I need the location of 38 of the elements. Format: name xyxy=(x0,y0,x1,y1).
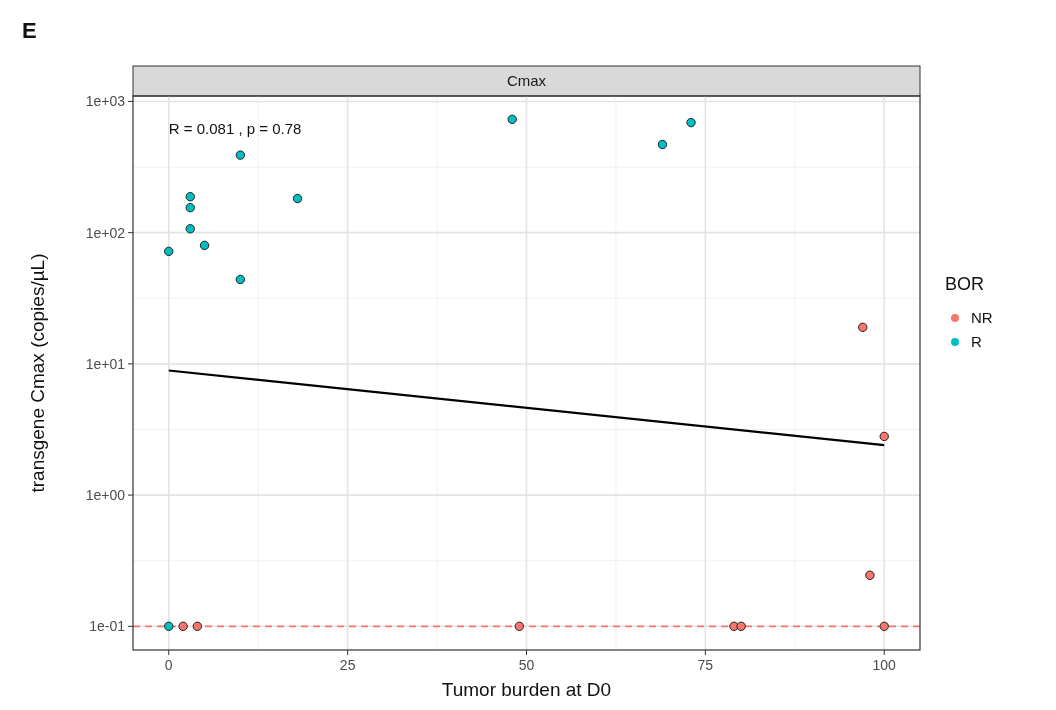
point xyxy=(879,431,889,442)
point xyxy=(164,621,174,632)
point xyxy=(185,224,195,234)
x-tick-label: 0 xyxy=(164,657,173,673)
y-axis-title: transgene Cmax (copies/µL) xyxy=(27,253,48,493)
point xyxy=(879,621,889,632)
point xyxy=(858,322,868,332)
legend-title: BOR xyxy=(945,274,985,294)
y-tick-label: 1e+03 xyxy=(85,93,126,110)
point xyxy=(235,150,246,160)
x-tick-label: 50 xyxy=(518,657,535,673)
point xyxy=(164,246,174,257)
y-tick-label: 1e+02 xyxy=(85,224,126,241)
point xyxy=(507,114,517,125)
point xyxy=(292,193,303,204)
y-tick-label: 1e+00 xyxy=(85,487,126,504)
point xyxy=(235,274,246,285)
point xyxy=(514,621,525,632)
x-tick-label: 100 xyxy=(872,657,897,673)
text: E xyxy=(22,18,37,43)
annotation: R = 0.081 , p = 0.78 xyxy=(168,120,302,138)
point xyxy=(199,240,210,251)
point xyxy=(736,621,746,632)
point xyxy=(192,621,203,632)
point xyxy=(686,117,696,128)
point xyxy=(178,621,188,632)
x-tick-label: 25 xyxy=(339,657,356,673)
x-axis-title: Tumor burden at D0 xyxy=(441,679,612,700)
legend-label: R xyxy=(971,333,982,350)
point xyxy=(185,191,195,202)
x-tick-label: 75 xyxy=(697,657,714,673)
legend-label: NR xyxy=(971,309,993,326)
chart-title: Cmax xyxy=(506,72,547,89)
point xyxy=(657,139,668,150)
point xyxy=(185,202,195,213)
point xyxy=(865,570,875,580)
y-tick-label: 1e-01 xyxy=(89,618,126,635)
y-tick-label: 1e+01 xyxy=(85,355,126,372)
